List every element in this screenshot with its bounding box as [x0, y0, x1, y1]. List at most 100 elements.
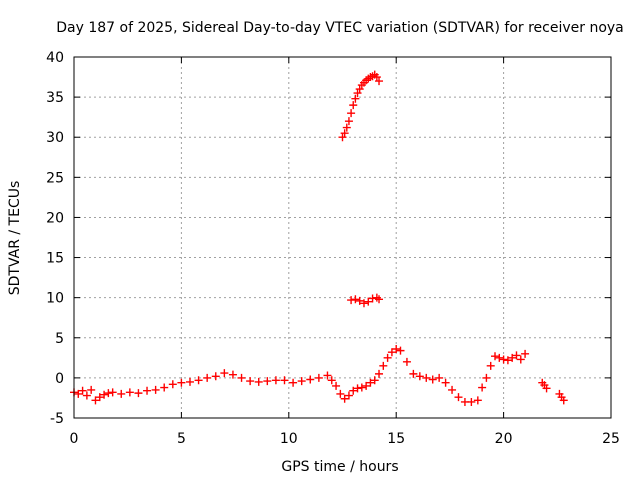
data-point: [368, 294, 377, 303]
data-point: [495, 353, 504, 362]
x-tick-label: 10: [280, 431, 298, 447]
data-point: [392, 345, 401, 354]
data-points: [70, 70, 568, 406]
data-point: [332, 381, 341, 390]
data-point: [375, 295, 384, 304]
data-point: [508, 353, 517, 362]
plot-frame: [73, 56, 612, 419]
y-axis-label: SDTVAR / TECUs: [7, 181, 23, 296]
data-point: [271, 376, 280, 385]
data-point: [134, 389, 143, 398]
data-point: [482, 373, 491, 382]
data-point: [336, 389, 345, 398]
data-point: [448, 385, 457, 394]
data-point: [422, 373, 431, 382]
data-point: [349, 101, 358, 110]
data-point: [478, 383, 487, 392]
data-point: [254, 377, 263, 386]
data-point: [344, 391, 353, 400]
data-point: [359, 299, 368, 308]
data-point: [372, 73, 381, 82]
y-tick-label: 35: [46, 90, 64, 106]
data-point: [349, 386, 358, 395]
data-point: [387, 348, 396, 357]
data-point: [168, 380, 177, 389]
data-point: [297, 377, 306, 386]
data-point: [347, 109, 356, 118]
data-point: [441, 378, 450, 387]
data-point: [347, 296, 356, 305]
data-point: [82, 391, 91, 400]
data-point: [104, 389, 113, 398]
data-point: [473, 396, 482, 405]
data-point: [340, 129, 349, 138]
series-1: [338, 70, 384, 142]
data-point: [143, 386, 152, 395]
x-axis-label: GPS time / hours: [281, 459, 398, 475]
data-point: [95, 393, 104, 402]
data-point: [375, 369, 384, 378]
data-point: [467, 397, 476, 406]
data-point: [340, 394, 349, 403]
y-tick-label: 40: [46, 50, 64, 66]
data-point: [306, 375, 315, 384]
data-point: [355, 85, 364, 94]
data-point: [108, 388, 117, 397]
data-point: [280, 376, 289, 385]
data-point: [353, 89, 362, 98]
data-point: [160, 383, 169, 392]
data-point: [351, 94, 360, 103]
data-point: [428, 375, 437, 384]
data-point: [370, 376, 379, 385]
data-point: [435, 373, 444, 382]
y-tick-label: 0: [55, 371, 64, 387]
data-point: [362, 381, 371, 390]
data-point: [344, 117, 353, 126]
data-point: [125, 388, 134, 397]
y-tick-label: 20: [46, 210, 64, 226]
data-point: [117, 389, 126, 398]
data-point: [366, 378, 375, 387]
x-tick-label: 0: [70, 431, 79, 447]
data-point: [516, 355, 525, 364]
data-point: [338, 133, 347, 142]
data-point: [289, 378, 298, 387]
data-point: [379, 361, 388, 370]
data-point: [521, 349, 530, 358]
data-point: [351, 295, 360, 304]
data-point: [355, 296, 364, 305]
x-tick-label: 25: [602, 431, 620, 447]
data-point: [246, 377, 255, 386]
y-tick-label: 30: [46, 130, 64, 146]
data-point: [499, 355, 508, 364]
data-point: [100, 390, 109, 399]
grid-lines: [74, 57, 611, 418]
data-point: [91, 396, 100, 405]
y-tick-label: 25: [46, 170, 64, 186]
data-point: [542, 384, 551, 393]
data-point: [74, 389, 83, 398]
data-point: [491, 352, 500, 361]
data-point: [503, 356, 512, 365]
data-point: [211, 372, 220, 381]
series-0: [70, 345, 568, 406]
data-point: [383, 353, 392, 362]
data-point: [364, 297, 373, 306]
data-point: [177, 378, 186, 387]
x-tick-label: 15: [387, 431, 405, 447]
data-point: [415, 372, 424, 381]
y-tick-label: -5: [50, 411, 64, 427]
data-point: [342, 123, 351, 132]
data-point: [375, 77, 384, 86]
data-point: [559, 396, 568, 405]
axis-ticks: 0 5 10 15 20 25 -5 0 5 10 15 20 25 30 35 40: [46, 50, 620, 447]
y-tick-label: 5: [55, 331, 64, 347]
data-point: [323, 371, 332, 380]
data-point: [87, 385, 96, 394]
data-point: [396, 346, 405, 355]
y-tick-label: 15: [46, 251, 64, 267]
data-point: [151, 385, 160, 394]
data-point: [353, 384, 362, 393]
data-point: [314, 373, 323, 382]
